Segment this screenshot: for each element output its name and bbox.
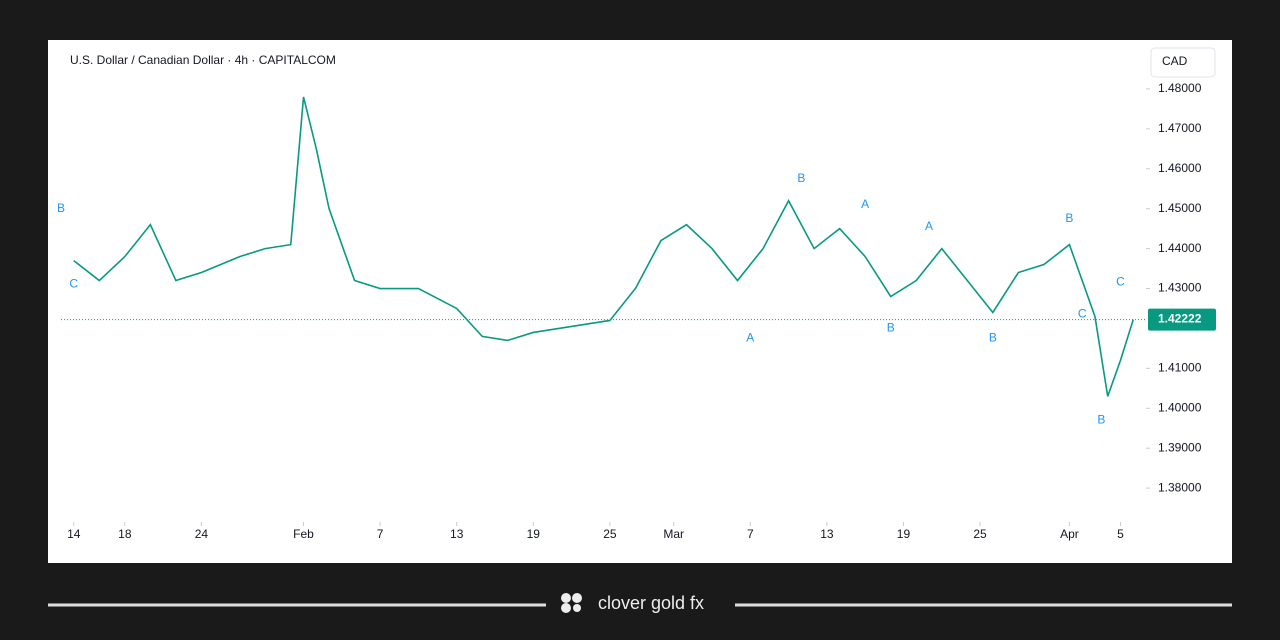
y-tick-label: 1.41000 [1158,361,1202,375]
brand: clover gold fx [598,593,704,613]
current-price: 1.42222 [1158,312,1202,326]
x-tick-label: 25 [973,527,987,541]
pattern-label: A [925,219,933,233]
y-tick-label: 1.46000 [1158,161,1202,175]
currency-box [1150,47,1216,78]
pattern-label: B [797,171,805,185]
pattern-label: B [1065,211,1073,225]
clover-icon [561,593,582,613]
price-line [73,96,1134,397]
x-tick-label: 13 [820,527,834,541]
x-tick-label: 24 [195,527,209,541]
x-tick-label: 14 [67,527,81,541]
pattern-label: C [1078,307,1087,321]
y-tick-label: 1.43000 [1158,281,1202,295]
y-tick-label: 1.40000 [1158,400,1202,414]
x-tick-label: 5 [1117,527,1124,541]
x-tick-label: 19 [897,527,911,541]
y-tick-label: 1.38000 [1158,480,1202,494]
chart-panel [48,40,1232,563]
y-tick-label: 1.44000 [1158,241,1202,255]
pattern-label: B [887,321,895,335]
pattern-label: B [989,331,997,345]
x-tick-label: 18 [118,527,132,541]
pattern-label: B [57,201,65,215]
y-tick-label: 1.48000 [1158,81,1202,95]
chart-title: U.S. Dollar / Canadian Dollar · 4h · CAP… [70,53,336,67]
x-tick-label: Apr [1060,527,1079,541]
x-tick-label: 19 [527,527,541,541]
x-tick-label: Feb [293,527,314,541]
pattern-label: A [746,331,754,345]
x-tick-label: Mar [663,527,684,541]
x-tick-label: 7 [747,527,754,541]
price-label-box [1148,308,1216,331]
y-tick-label: 1.45000 [1158,201,1202,215]
pattern-label: A [861,197,869,211]
y-tick-label: 1.39000 [1158,440,1202,454]
pattern-label: C [69,277,78,291]
y-tick-label: 1.47000 [1158,121,1202,135]
pattern-label: C [1116,275,1125,289]
x-tick-label: 7 [377,527,384,541]
currency: CAD [1162,54,1188,68]
x-tick-label: 25 [603,527,617,541]
x-tick-label: 13 [450,527,464,541]
pattern-label: B [1097,412,1105,426]
